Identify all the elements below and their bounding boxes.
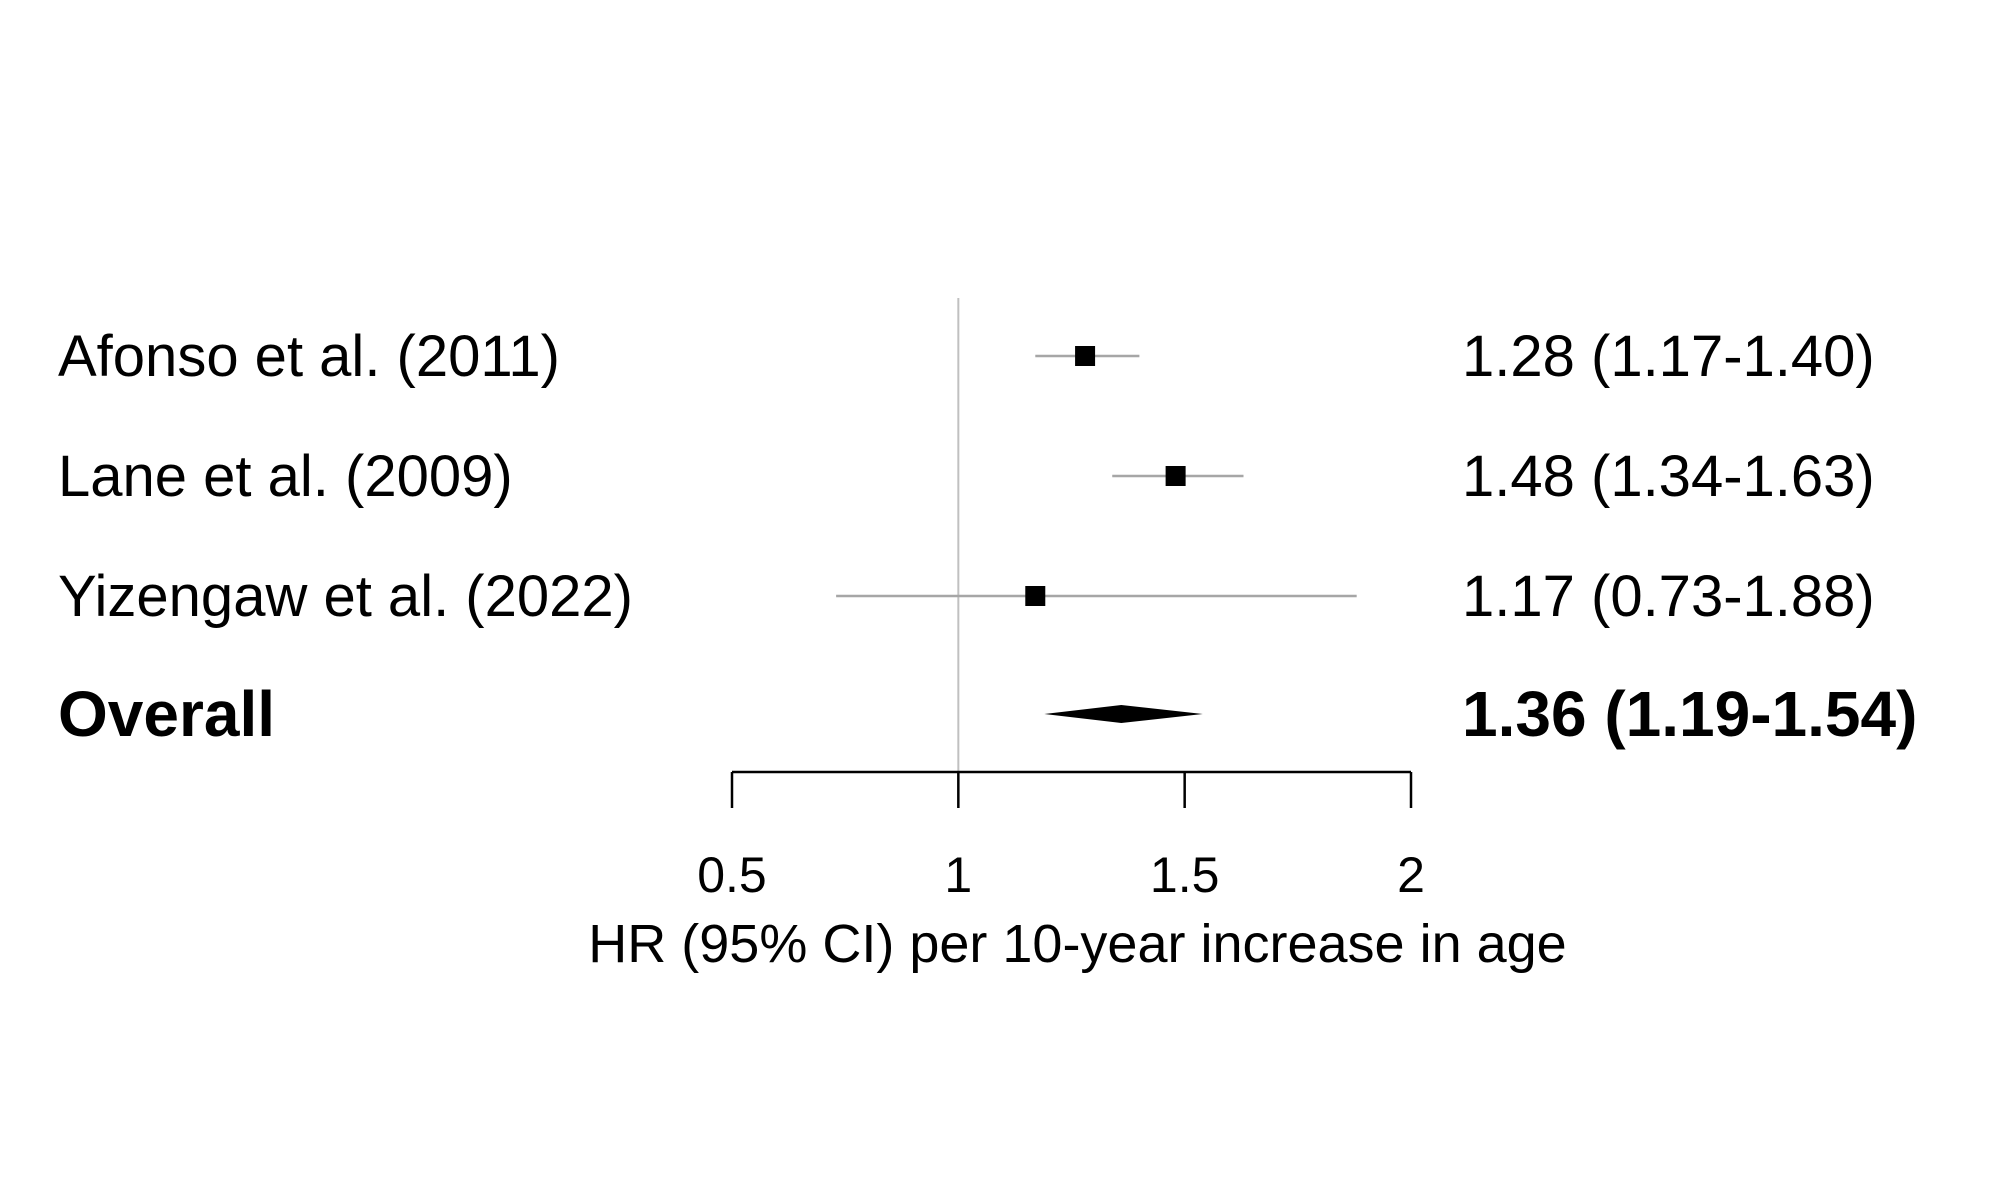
marker-layer xyxy=(1025,346,1203,723)
study-label: Yizengaw et al. (2022) xyxy=(58,564,633,629)
study-estimate-text: 1.28 (1.17-1.40) xyxy=(1462,324,1875,389)
study-estimate-marker xyxy=(1075,346,1096,366)
label-layer: Afonso et al. (2011) 1.28 (1.17-1.40) Lane… xyxy=(58,324,1917,750)
study-estimate-text: 1.17 (0.73-1.88) xyxy=(1462,564,1875,629)
x-tick-label: 1 xyxy=(944,847,972,903)
overall-diamond xyxy=(1044,705,1203,723)
study-estimate-text: 1.48 (1.34-1.63) xyxy=(1462,444,1875,509)
x-axis: 0.5 1 1.5 2 HR (95% CI) per 10-year increase… xyxy=(588,770,1567,974)
study-label: Lane et al. (2009) xyxy=(58,444,513,509)
x-tick-label: 1.5 xyxy=(1150,847,1220,903)
x-axis-title: HR (95% CI) per 10-year increase in age xyxy=(588,914,1566,974)
study-estimate-marker xyxy=(1165,466,1186,486)
x-tick-label: 0.5 xyxy=(697,847,767,903)
overall-estimate-text: 1.36 (1.19-1.54) xyxy=(1462,678,1917,750)
overall-label: Overall xyxy=(58,678,275,750)
x-tick-label: 2 xyxy=(1397,847,1425,903)
study-estimate-marker xyxy=(1025,586,1046,606)
confidence-interval-layer xyxy=(836,354,1357,598)
study-label: Afonso et al. (2011) xyxy=(58,324,560,389)
